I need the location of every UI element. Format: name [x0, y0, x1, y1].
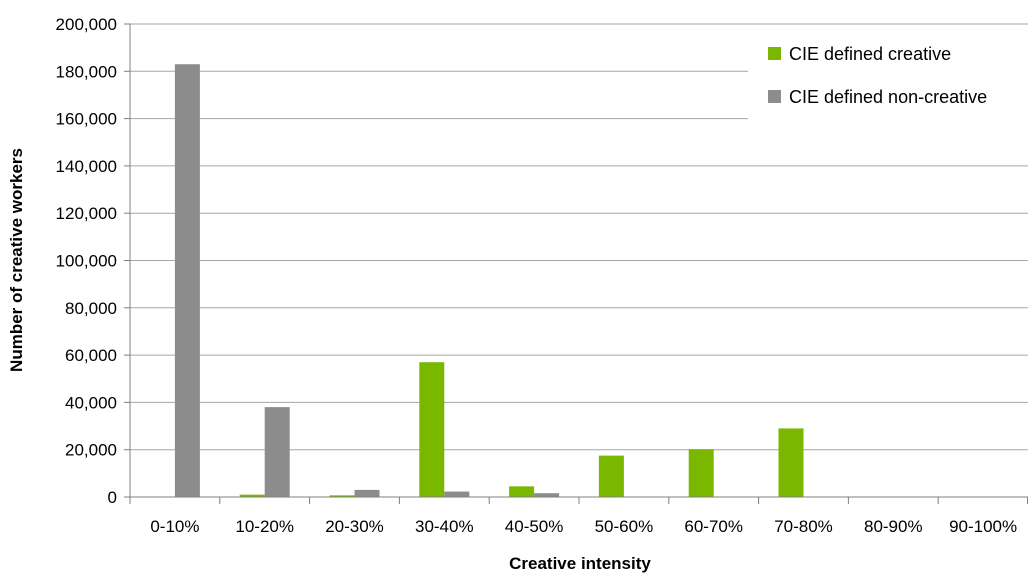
y-tick-label: 140,000 [56, 157, 117, 176]
gridlines [130, 23, 1028, 451]
bar-creative [598, 455, 624, 497]
y-tick-label: 120,000 [56, 204, 117, 223]
bar-non-creative [444, 491, 470, 497]
y-tick-label: 200,000 [56, 15, 117, 34]
x-tick-label: 40-50% [505, 517, 564, 536]
y-tick-label: 80,000 [65, 299, 117, 318]
bar-non-creative [354, 489, 380, 497]
bar-creative [419, 362, 445, 497]
bar-non-creative [174, 64, 200, 497]
legend-label-non-creative: CIE defined non-creative [789, 87, 987, 107]
y-tick-label: 100,000 [56, 252, 117, 271]
x-axis-ticks: 0-10% 10-20% 20-30% 30-40% 40-50% 50-60% 60-70… [129, 497, 1028, 536]
y-tick-label: 20,000 [65, 441, 117, 460]
y-tick-label: 160,000 [56, 110, 117, 129]
bar-creative [778, 428, 804, 497]
x-tick-label: 20-30% [325, 517, 384, 536]
y-tick-label: 40,000 [65, 393, 117, 412]
bar-creative [329, 495, 355, 497]
bar-creative [509, 486, 535, 497]
bars [174, 64, 804, 497]
x-tick-label: 60-70% [684, 517, 743, 536]
x-tick-label: 0-10% [150, 517, 199, 536]
x-tick-label: 30-40% [415, 517, 474, 536]
bar-non-creative [534, 493, 560, 497]
x-tick-label: 50-60% [595, 517, 654, 536]
y-axis-ticks: 0 20,000 40,000 60,000 80,000 100,000 120,000 1… [56, 15, 130, 507]
x-tick-label: 70-80% [774, 517, 833, 536]
legend-label-creative: CIE defined creative [789, 44, 951, 64]
x-axis-title: Creative intensity [509, 554, 651, 573]
bar-creative [688, 449, 714, 497]
x-tick-label: 10-20% [235, 517, 294, 536]
legend-swatch-creative [768, 47, 781, 60]
legend-swatch-non-creative [768, 90, 781, 103]
y-tick-label: 60,000 [65, 346, 117, 365]
x-tick-label: 80-90% [864, 517, 923, 536]
y-axis-title: Number of creative workers [7, 148, 26, 372]
y-tick-label: 0 [108, 488, 117, 507]
x-tick-label: 90-100% [949, 517, 1017, 536]
legend-background [748, 34, 1028, 122]
bar-creative [239, 494, 265, 497]
legend: CIE defined creative CIE defined non-cre… [748, 34, 1028, 122]
bar-non-creative [264, 407, 290, 497]
y-tick-label: 180,000 [56, 62, 117, 81]
